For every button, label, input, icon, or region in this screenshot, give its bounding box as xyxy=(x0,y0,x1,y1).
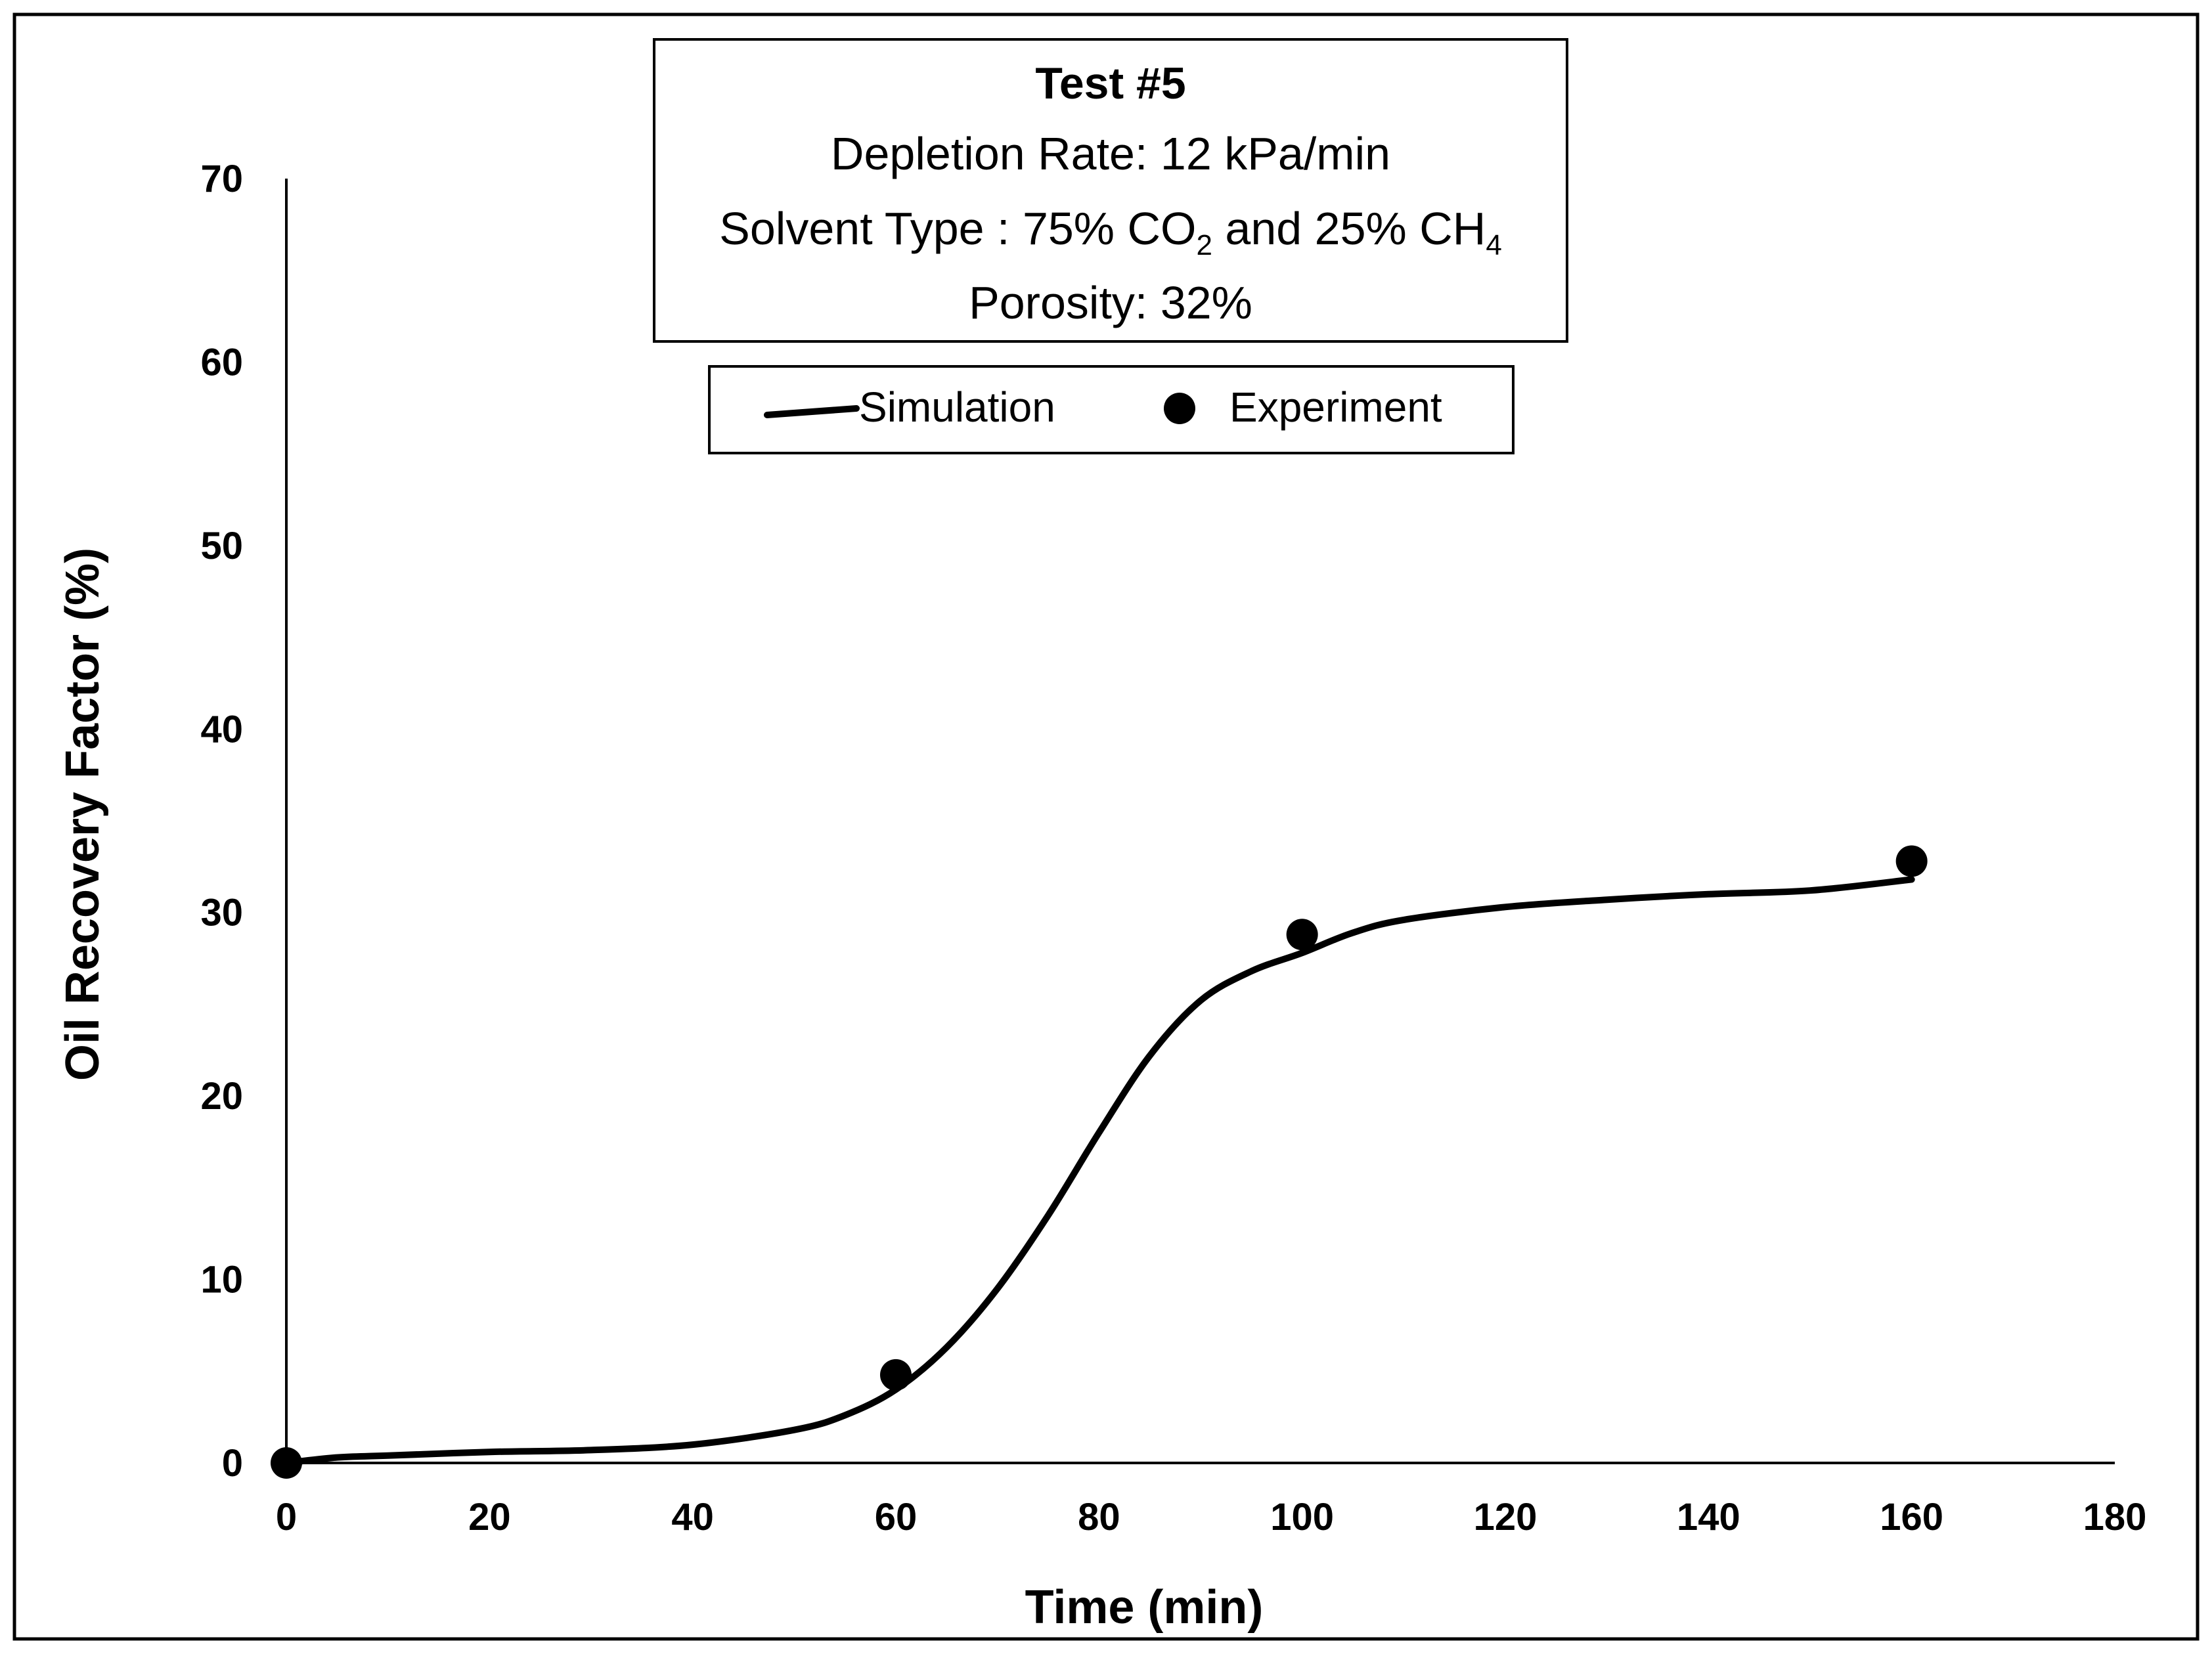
y-axis-title: Oil Recovery Factor (%) xyxy=(56,548,109,1081)
x-tick-label: 180 xyxy=(2083,1496,2147,1538)
x-tick-label: 60 xyxy=(875,1496,918,1538)
x-tick-label: 80 xyxy=(1078,1496,1120,1538)
experiment-data-point xyxy=(271,1447,302,1479)
x-tick-label: 100 xyxy=(1270,1496,1334,1538)
solvent-type-prefix: Solvent Type : 75% CO xyxy=(719,203,1196,254)
plot-area: 0 20 40 60 80 100 120 140 160 180 0 10 20 30 40 50 60 70 xyxy=(200,158,2146,1538)
info-box-title: Test #5 xyxy=(1035,58,1185,108)
info-box-frame xyxy=(653,38,1568,343)
info-box-solvent-type: Solvent Type : 75% CO2 and 25% CH4 xyxy=(719,203,1502,261)
simulation-series-line xyxy=(283,876,1915,1466)
legend: Simulation Experiment xyxy=(708,365,1515,454)
experiment-data-point xyxy=(1895,845,1928,877)
solvent-co2-subscript: 2 xyxy=(1197,229,1212,261)
experiment-data-point xyxy=(880,1359,912,1391)
x-tick-label: 0 xyxy=(276,1496,297,1538)
legend-simulation-line-swatch xyxy=(764,405,860,418)
y-tick-label: 50 xyxy=(200,525,243,567)
info-box-depletion-rate: Depletion Rate: 12 kPa/min xyxy=(831,128,1390,179)
legend-experiment-marker xyxy=(1164,393,1195,424)
y-tick-label: 10 xyxy=(200,1259,243,1301)
x-tick-label: 40 xyxy=(671,1496,714,1538)
x-axis-title: Time (min) xyxy=(1025,1581,1264,1634)
y-tick-label: 40 xyxy=(200,708,243,751)
y-tick-label: 20 xyxy=(200,1075,243,1118)
y-tick-label: 0 xyxy=(222,1442,243,1485)
x-tick-label: 160 xyxy=(1880,1496,1943,1538)
y-tick-label: 30 xyxy=(200,892,243,934)
experiment-data-point xyxy=(1286,919,1318,951)
y-tick-label: 70 xyxy=(200,158,243,200)
solvent-type-middle: and 25% CH xyxy=(1212,203,1486,254)
x-tick-label: 140 xyxy=(1677,1496,1740,1538)
x-tick-label: 120 xyxy=(1474,1496,1537,1538)
solvent-ch4-subscript: 4 xyxy=(1486,229,1501,261)
y-tick-label: 60 xyxy=(200,341,243,383)
info-box: Test #5 Depletion Rate: 12 kPa/min Solve… xyxy=(653,38,1568,343)
x-tick-label: 20 xyxy=(468,1496,511,1538)
legend-experiment-label: Experiment xyxy=(1229,383,1442,431)
legend-simulation-label: Simulation xyxy=(859,383,1055,431)
info-box-porosity: Porosity: 32% xyxy=(969,277,1252,328)
